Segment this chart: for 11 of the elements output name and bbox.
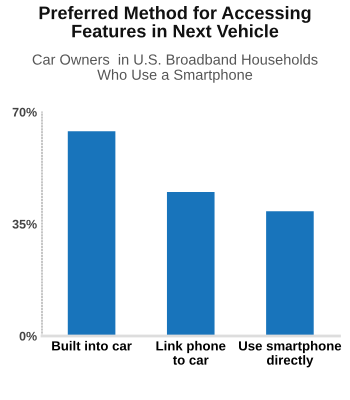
chart-subtitle: Car Owners in U.S. Broadband Households Who Use a Smartphone — [32, 54, 318, 83]
y-tick-label: 35% — [12, 220, 37, 229]
x-tick-label: Built into car — [52, 340, 132, 351]
y-tick-label: 70% — [12, 108, 37, 117]
y-tick-label: 0% — [20, 332, 37, 341]
x-tick-label: Link phone to car — [156, 340, 226, 365]
bar — [266, 211, 314, 336]
bar — [68, 131, 116, 336]
chart-title: Preferred Method for Accessing Features in Next Vehicle — [40, 6, 310, 38]
x-tick-label: Use smartphone directly — [239, 340, 342, 368]
bar — [166, 192, 215, 336]
